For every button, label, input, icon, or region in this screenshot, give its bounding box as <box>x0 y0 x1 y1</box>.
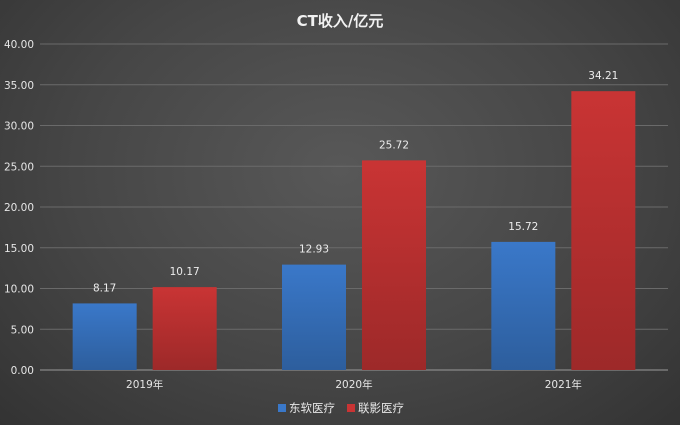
data-label: 34.21 <box>588 70 618 82</box>
legend-swatch <box>278 404 286 412</box>
y-tick-label: 0.00 <box>11 365 34 377</box>
y-tick-label: 15.00 <box>4 243 34 255</box>
y-axis-ticks: 0.00 5.00 10.00 15.00 20.00 25.00 30.00 35.00 40… <box>4 39 34 377</box>
data-label: 15.72 <box>508 221 538 233</box>
bar-series1 <box>72 303 137 370</box>
y-tick-label: 5.00 <box>11 324 34 336</box>
bar-series2 <box>571 91 636 370</box>
bar-series1 <box>282 264 346 370</box>
data-label: 8.17 <box>93 282 116 294</box>
y-tick-label: 25.00 <box>4 161 34 173</box>
y-tick-label: 35.00 <box>4 80 34 92</box>
legend-label: 东软医疗 <box>289 401 335 415</box>
data-label: 25.72 <box>379 139 409 151</box>
legend-swatch <box>347 404 355 412</box>
legend: 东软医疗 联影医疗 <box>278 401 404 415</box>
data-label: 12.93 <box>299 244 329 256</box>
x-axis-ticks: 2019年 2020年 2021年 <box>126 378 582 391</box>
y-tick-label: 30.00 <box>4 121 34 133</box>
chart-title: CT收入/亿元 <box>297 12 384 30</box>
legend-label: 联影医疗 <box>358 401 404 415</box>
y-tick-label: 40.00 <box>4 39 34 51</box>
bar-series1 <box>491 241 556 370</box>
x-tick-label: 2020年 <box>335 378 372 391</box>
gridlines <box>40 43 668 371</box>
data-labels: 8.17 10.17 12.93 25.72 15.72 34.21 <box>93 70 618 294</box>
bars <box>72 91 636 370</box>
x-tick-label: 2021年 <box>545 378 582 391</box>
y-tick-label: 10.00 <box>4 284 34 296</box>
bar-series2 <box>362 160 426 370</box>
x-tick-label: 2019年 <box>126 378 163 391</box>
bar-series2 <box>152 287 217 370</box>
y-tick-label: 20.00 <box>4 202 34 214</box>
data-label: 10.17 <box>170 266 200 278</box>
